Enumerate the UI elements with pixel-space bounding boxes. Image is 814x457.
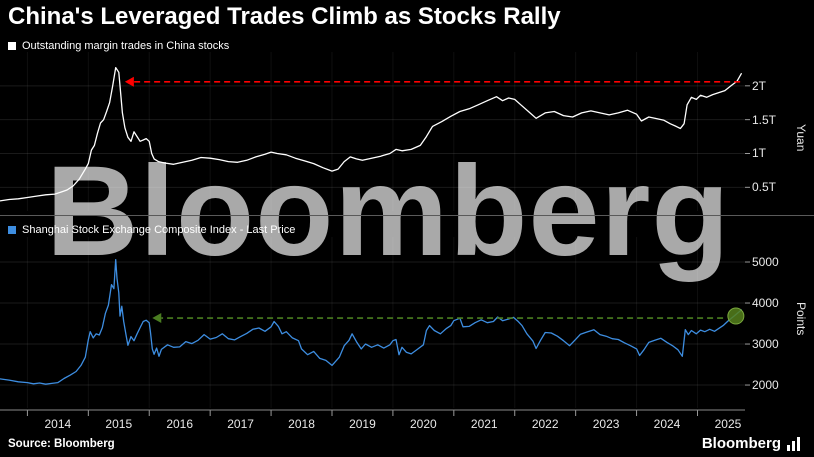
axes-layer: [0, 85, 814, 416]
white-square-legend-icon: [8, 42, 16, 50]
source-attribution: Source: Bloomberg: [8, 438, 115, 450]
y-axis-title-points: Points: [794, 302, 808, 336]
gridlines-layer: [0, 52, 745, 408]
blue-square-legend-icon: [8, 226, 16, 234]
y-axis-title-yuan: Yuan: [794, 124, 808, 152]
legend-shanghai-index: Shanghai Stock Exchange Composite Index …: [8, 224, 295, 236]
annotations-layer: [124, 76, 745, 325]
series-lines-layer: [0, 66, 742, 385]
bloomberg-logo: Bloomberg: [702, 435, 802, 452]
legend-shanghai-index-label: Shanghai Stock Exchange Composite Index …: [22, 224, 296, 236]
bloomberg-watermark: Bloomberg: [46, 140, 731, 283]
legend-margin-trades: Outstanding margin trades in China stock…: [8, 40, 229, 52]
bloomberg-chart-icon: [787, 436, 800, 451]
bloomberg-logo-text: Bloomberg: [701, 435, 781, 452]
legend-margin-trades-label: Outstanding margin trades in China stock…: [22, 40, 230, 52]
chart-title: China's Leveraged Trades Climb as Stocks…: [8, 3, 561, 30]
